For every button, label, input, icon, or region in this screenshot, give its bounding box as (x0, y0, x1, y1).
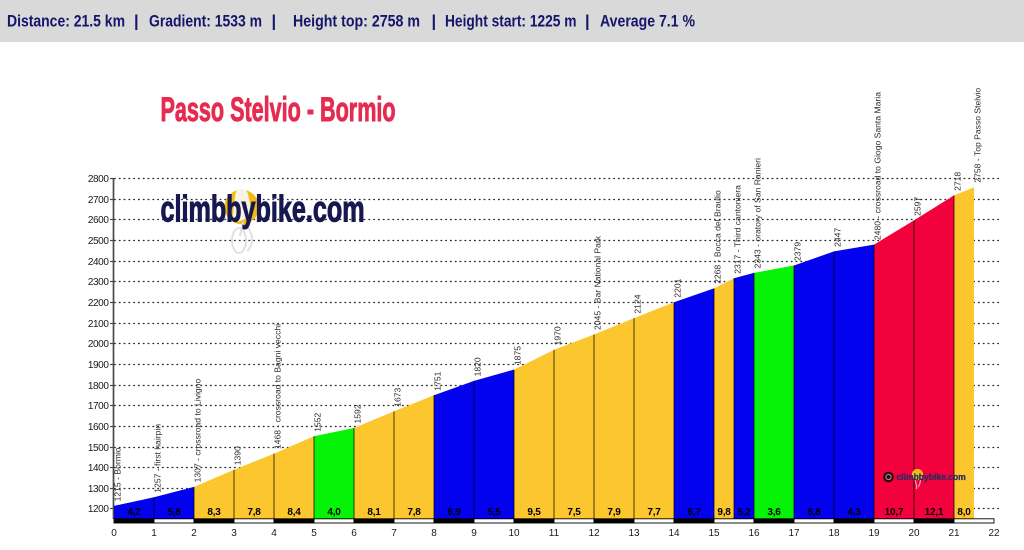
svg-text:2317 - Third cantoniera: 2317 - Third cantoniera (732, 185, 742, 274)
svg-text:6: 6 (351, 528, 357, 539)
svg-text:2: 2 (191, 528, 197, 539)
svg-text:2045 - Bar National Park: 2045 - Bar National Park (592, 235, 602, 330)
svg-text:9,8: 9,8 (717, 507, 731, 518)
svg-text:1200: 1200 (88, 504, 109, 515)
svg-text:2200: 2200 (88, 298, 109, 309)
svg-text:3: 3 (231, 528, 237, 539)
svg-text:1970: 1970 (552, 326, 562, 345)
svg-text:4,3: 4,3 (847, 507, 861, 518)
svg-text:1: 1 (151, 528, 157, 539)
svg-text:2201: 2201 (672, 278, 682, 297)
svg-text:climbbybike.com: climbbybike.com (161, 188, 365, 230)
svg-text:2700: 2700 (88, 195, 109, 206)
svg-text:1300: 1300 (88, 484, 109, 495)
svg-text:5,5: 5,5 (487, 507, 501, 518)
svg-text:18: 18 (828, 528, 840, 539)
svg-text:1673: 1673 (392, 387, 402, 406)
svg-text:5,8: 5,8 (167, 507, 181, 518)
svg-text:6,9: 6,9 (447, 507, 461, 518)
svg-text:15: 15 (708, 528, 720, 539)
svg-text:|: | (272, 13, 277, 31)
svg-text:7,8: 7,8 (247, 507, 261, 518)
svg-text:1800: 1800 (88, 381, 109, 392)
svg-text:Average 7.1 %: Average 7.1 % (600, 13, 695, 31)
svg-text:2600: 2600 (88, 215, 109, 226)
svg-text:|: | (585, 13, 590, 31)
svg-text:8: 8 (431, 528, 437, 539)
svg-text:1751: 1751 (432, 371, 442, 390)
svg-text:8,3: 8,3 (207, 507, 221, 518)
svg-text:2124: 2124 (632, 294, 642, 313)
svg-text:6,7: 6,7 (687, 507, 701, 518)
svg-text:21: 21 (948, 528, 960, 539)
svg-text:Height start: 1225 m: Height start: 1225 m (445, 13, 577, 31)
svg-text:2597: 2597 (912, 197, 922, 216)
svg-text:8,0: 8,0 (957, 507, 971, 518)
svg-text:2800: 2800 (88, 174, 109, 185)
svg-text:8,1: 8,1 (367, 507, 381, 518)
svg-text:10,7: 10,7 (885, 507, 904, 518)
svg-text:8,4: 8,4 (287, 507, 301, 518)
svg-text:9,5: 9,5 (527, 507, 541, 518)
svg-text:1600: 1600 (88, 422, 109, 433)
svg-text:|: | (134, 13, 139, 31)
svg-text:2447: 2447 (832, 228, 842, 247)
svg-text:1215 - Bormio: 1215 - Bormio (112, 447, 122, 501)
svg-text:12,1: 12,1 (925, 507, 944, 518)
svg-text:1257 - first hairpin: 1257 - first hairpin (152, 424, 162, 493)
svg-text:Distance: 21.5 km: Distance: 21.5 km (7, 13, 125, 31)
svg-text:4: 4 (271, 528, 277, 539)
svg-text:22: 22 (988, 528, 1000, 539)
svg-text:2100: 2100 (88, 319, 109, 330)
svg-text:1552: 1552 (312, 412, 322, 431)
svg-text:2000: 2000 (88, 339, 109, 350)
svg-text:14: 14 (668, 528, 680, 539)
svg-text:1390: 1390 (232, 446, 242, 465)
svg-text:1875: 1875 (512, 346, 522, 365)
svg-text:|: | (432, 13, 437, 31)
svg-text:7,7: 7,7 (647, 507, 661, 518)
svg-text:2379: 2379 (792, 242, 802, 261)
svg-text:2268 - Bocca del Braulio: 2268 - Bocca del Braulio (712, 190, 722, 284)
svg-text:9: 9 (471, 528, 477, 539)
svg-text:1307 - crossroad to Livigno: 1307 - crossroad to Livigno (192, 379, 202, 483)
svg-text:17: 17 (788, 528, 800, 539)
svg-text:1700: 1700 (88, 401, 109, 412)
svg-text:2343 - oratory of San Ranieri: 2343 - oratory of San Ranieri (752, 158, 762, 268)
svg-text:11: 11 (549, 528, 560, 539)
svg-text:1820: 1820 (472, 357, 482, 376)
svg-text:12: 12 (588, 528, 600, 539)
svg-text:2758 - Top Passo Stelvio: 2758 - Top Passo Stelvio (972, 88, 982, 183)
svg-text:2718: 2718 (952, 172, 962, 191)
svg-text:0: 0 (111, 528, 117, 539)
svg-text:5: 5 (311, 528, 317, 539)
svg-text:7,5: 7,5 (567, 507, 581, 518)
svg-text:4,0: 4,0 (327, 507, 341, 518)
svg-text:7,8: 7,8 (407, 507, 421, 518)
svg-text:1592: 1592 (352, 404, 362, 423)
svg-text:Passo Stelvio - Bormio: Passo Stelvio - Bormio (161, 91, 396, 129)
svg-text:10: 10 (508, 528, 520, 539)
svg-text:3,6: 3,6 (767, 507, 781, 518)
svg-text:1468 - crossroad to Bagni vecc: 1468 - crossroad to Bagni vecchi (272, 324, 282, 449)
svg-text:7,9: 7,9 (607, 507, 621, 518)
svg-text:19: 19 (868, 528, 880, 539)
svg-text:2500: 2500 (88, 236, 109, 247)
svg-text:20: 20 (908, 528, 920, 539)
svg-text:2400: 2400 (88, 257, 109, 268)
svg-text:1900: 1900 (88, 360, 109, 371)
svg-text:13: 13 (628, 528, 640, 539)
svg-text:1400: 1400 (88, 463, 109, 474)
svg-text:2480 - crossroad to Giogo Sant: 2480 - crossroad to Giogo Santa Maria (872, 92, 882, 240)
svg-text:climbbybike.com: climbbybike.com (897, 472, 966, 482)
svg-text:6,8: 6,8 (807, 507, 821, 518)
svg-text:4,2: 4,2 (127, 507, 141, 518)
svg-text:Height top: 2758 m: Height top: 2758 m (293, 13, 420, 31)
svg-text:Gradient: 1533 m: Gradient: 1533 m (149, 13, 262, 31)
svg-text:2300: 2300 (88, 277, 109, 288)
svg-text:16: 16 (748, 528, 760, 539)
svg-text:7: 7 (391, 528, 397, 539)
svg-text:5,2: 5,2 (737, 507, 751, 518)
svg-text:1500: 1500 (88, 443, 109, 454)
